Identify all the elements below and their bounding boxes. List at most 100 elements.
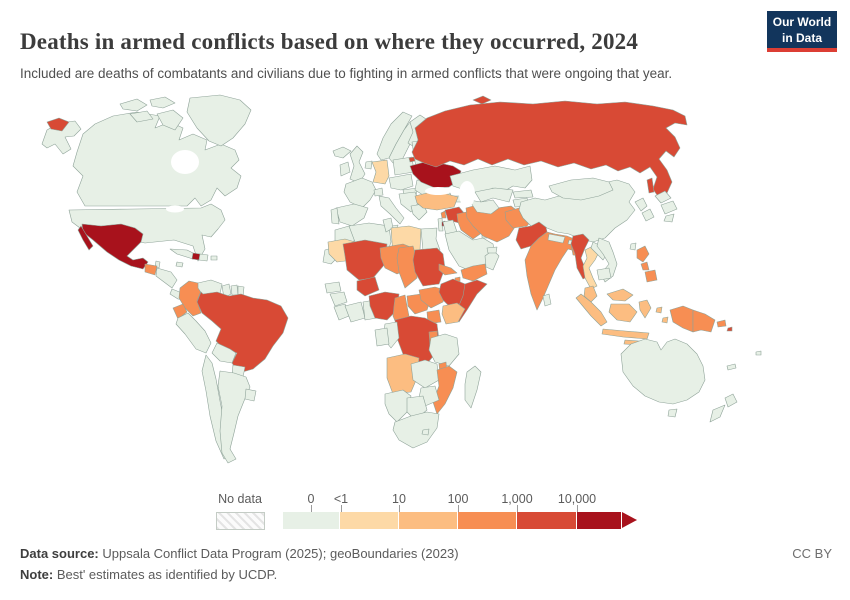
country-ireland[interactable] bbox=[339, 161, 351, 177]
country-taiwan[interactable] bbox=[629, 242, 637, 251]
country-ivorycoast[interactable] bbox=[344, 301, 366, 323]
country-tanzania[interactable] bbox=[428, 333, 460, 367]
country-haiti[interactable] bbox=[191, 252, 201, 261]
country-russia[interactable] bbox=[472, 95, 492, 105]
country-malaysia[interactable] bbox=[606, 288, 634, 302]
country-uk[interactable] bbox=[349, 145, 366, 184]
country-canada[interactable] bbox=[149, 96, 176, 109]
legend-segment-0[interactable] bbox=[283, 512, 340, 529]
owid-logo[interactable]: Our World in Data bbox=[767, 11, 837, 52]
country-canada[interactable] bbox=[156, 109, 184, 131]
legend-segment-100[interactable] bbox=[458, 512, 517, 529]
country-peru[interactable] bbox=[175, 312, 212, 354]
country-russia[interactable] bbox=[646, 177, 655, 194]
country-russia[interactable] bbox=[411, 100, 688, 199]
legend-segment-10000[interactable] bbox=[577, 512, 622, 529]
country-australia[interactable] bbox=[620, 338, 706, 405]
country-mozambique[interactable] bbox=[432, 365, 458, 415]
country-madagascar[interactable] bbox=[464, 365, 482, 409]
country-israel[interactable] bbox=[437, 217, 444, 232]
country-mali[interactable] bbox=[342, 239, 388, 281]
country-png[interactable] bbox=[716, 319, 727, 328]
legend-no-data-swatch[interactable] bbox=[216, 512, 265, 530]
country-iceland[interactable] bbox=[332, 146, 352, 159]
country-chad[interactable] bbox=[396, 245, 418, 289]
country-zambia[interactable] bbox=[410, 359, 440, 389]
country-southafrica[interactable] bbox=[392, 411, 440, 449]
country-lesotho[interactable] bbox=[421, 428, 430, 436]
country-germany[interactable] bbox=[371, 159, 390, 185]
country-greenland[interactable] bbox=[186, 94, 252, 147]
country-bougainville[interactable] bbox=[726, 326, 733, 332]
country-mongolia[interactable] bbox=[548, 177, 614, 201]
country-png[interactable] bbox=[692, 309, 716, 333]
country-uae[interactable] bbox=[486, 246, 498, 254]
country-indonesia[interactable] bbox=[575, 293, 608, 327]
country-philippines[interactable] bbox=[640, 261, 650, 271]
country-cambodia[interactable] bbox=[596, 267, 612, 281]
country-burkina[interactable] bbox=[356, 276, 380, 297]
country-lebanon[interactable] bbox=[440, 210, 447, 219]
country-kaliningrad[interactable] bbox=[408, 156, 416, 163]
country-nz[interactable] bbox=[724, 393, 738, 408]
legend-segment-lt1[interactable] bbox=[340, 512, 399, 529]
country-srilanka[interactable] bbox=[542, 293, 552, 307]
country-indonesia[interactable] bbox=[638, 299, 652, 319]
country-uruguay[interactable] bbox=[244, 388, 257, 402]
country-canada[interactable] bbox=[129, 110, 154, 123]
country-papua-id[interactable] bbox=[669, 305, 694, 333]
country-indonesia[interactable] bbox=[655, 306, 663, 314]
country-norway[interactable] bbox=[376, 111, 413, 161]
country-philippines[interactable] bbox=[636, 245, 650, 263]
country-switzerland[interactable] bbox=[373, 187, 384, 197]
country-fiji[interactable] bbox=[755, 350, 762, 356]
country-australia[interactable] bbox=[667, 408, 678, 418]
country-nz[interactable] bbox=[709, 404, 726, 423]
country-gabon[interactable] bbox=[374, 327, 390, 347]
country-indonesia[interactable] bbox=[608, 303, 638, 323]
country-sudan[interactable] bbox=[412, 247, 446, 287]
legend-segment-10[interactable] bbox=[399, 512, 458, 529]
country-spain[interactable] bbox=[335, 203, 369, 227]
country-jamaica[interactable] bbox=[175, 261, 184, 268]
country-japan[interactable] bbox=[654, 190, 672, 204]
country-newcaledonia[interactable] bbox=[726, 363, 737, 371]
country-vietnam[interactable] bbox=[596, 237, 618, 283]
country-kenya[interactable] bbox=[441, 302, 466, 325]
country-mexico[interactable] bbox=[77, 225, 94, 251]
country-guatemala[interactable] bbox=[144, 263, 158, 276]
country-domrep[interactable] bbox=[198, 253, 209, 262]
country-netherlands[interactable] bbox=[364, 160, 373, 170]
country-mexico[interactable] bbox=[81, 223, 149, 270]
country-kyrgyzstan[interactable] bbox=[512, 189, 534, 199]
country-philippines[interactable] bbox=[644, 269, 658, 283]
country-ecuador[interactable] bbox=[172, 303, 188, 320]
country-indonesia[interactable] bbox=[601, 328, 650, 340]
license-badge[interactable]: CC BY bbox=[792, 546, 832, 561]
country-skorea[interactable] bbox=[641, 208, 655, 222]
country-canada[interactable] bbox=[119, 98, 148, 112]
country-yemen[interactable] bbox=[460, 263, 488, 282]
country-france[interactable] bbox=[343, 177, 377, 209]
country-guinea[interactable] bbox=[329, 291, 348, 307]
country-japan[interactable] bbox=[660, 200, 678, 215]
country-egypt[interactable] bbox=[420, 227, 441, 252]
country-russia[interactable] bbox=[46, 117, 70, 132]
country-nepal[interactable] bbox=[547, 233, 566, 244]
country-suriname[interactable] bbox=[230, 284, 239, 296]
country-senegal[interactable] bbox=[324, 281, 342, 294]
country-somalia[interactable] bbox=[456, 279, 488, 323]
country-brazil[interactable] bbox=[196, 291, 289, 374]
country-portugal[interactable] bbox=[330, 207, 340, 225]
country-indonesia[interactable] bbox=[661, 316, 669, 324]
country-honduras-nicaragua[interactable] bbox=[155, 267, 178, 289]
country-canada[interactable] bbox=[72, 111, 242, 207]
country-puertorico[interactable] bbox=[210, 255, 218, 261]
country-namibia[interactable] bbox=[384, 389, 412, 423]
country-nigeria[interactable] bbox=[368, 291, 400, 321]
country-india[interactable] bbox=[524, 231, 584, 311]
country-italy[interactable] bbox=[378, 195, 405, 225]
country-southsudan[interactable] bbox=[418, 286, 446, 309]
country-malaysia[interactable] bbox=[583, 285, 598, 303]
country-nkorea[interactable] bbox=[634, 197, 648, 212]
